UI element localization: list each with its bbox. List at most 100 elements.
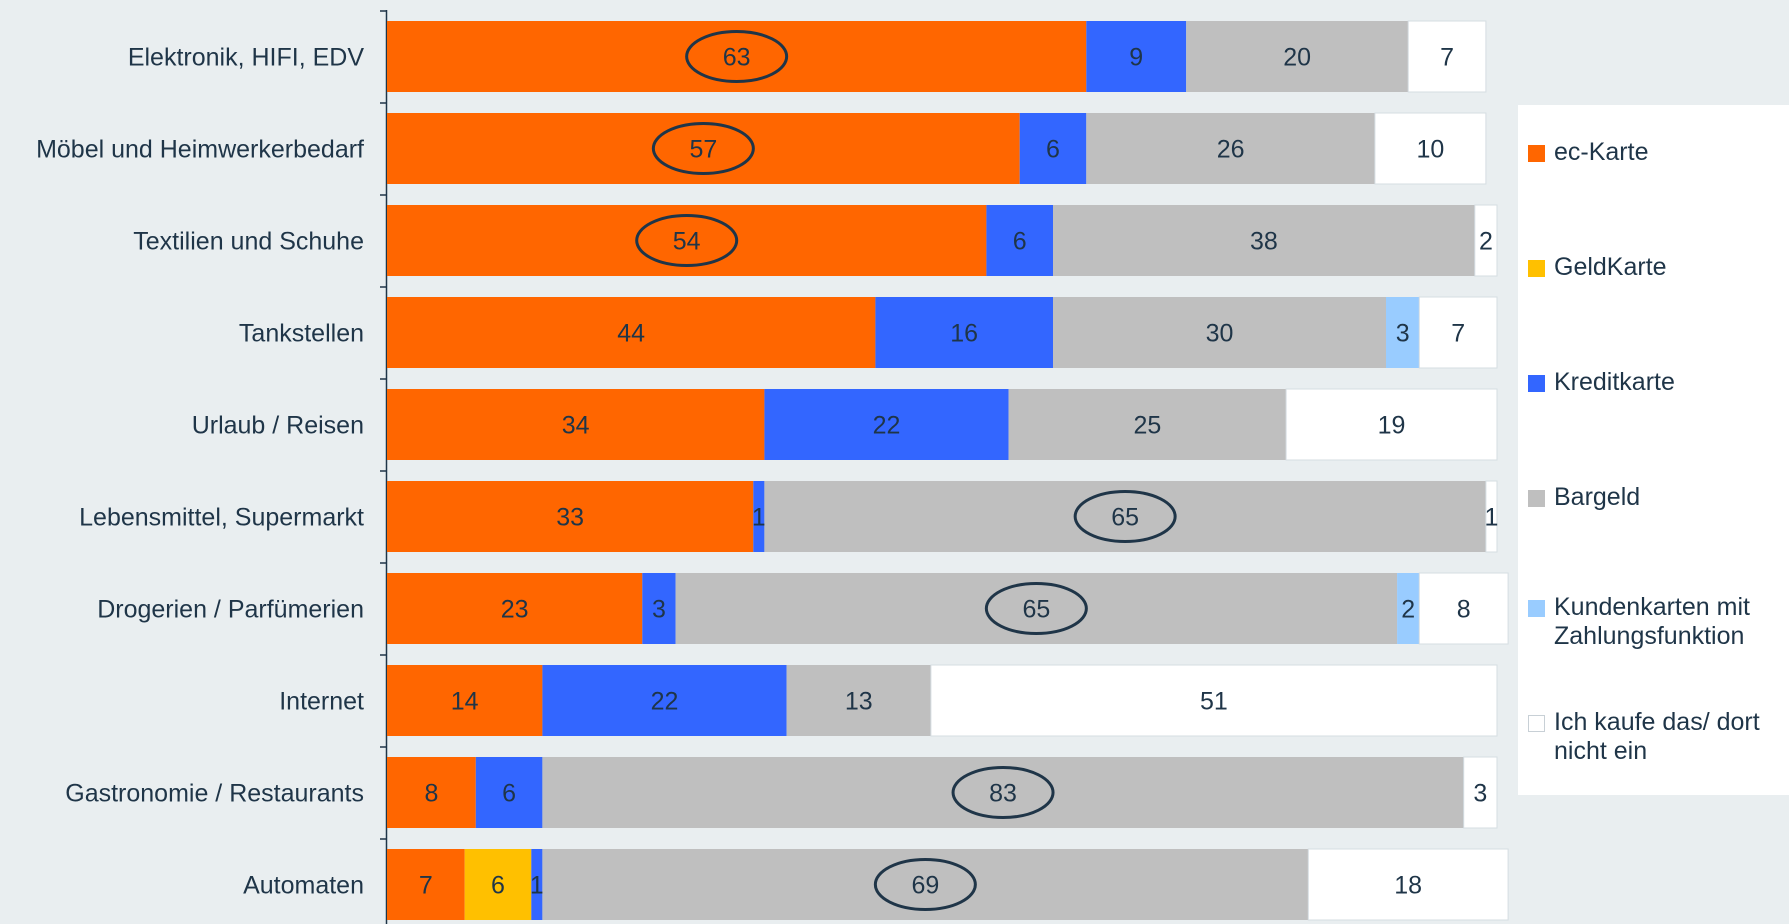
data-label: 7 bbox=[1440, 44, 1454, 72]
bar-segment bbox=[986, 205, 1053, 276]
data-label: 63 bbox=[723, 44, 751, 72]
data-label: 3 bbox=[1473, 780, 1487, 808]
data-label: 26 bbox=[1217, 136, 1245, 164]
data-label: 7 bbox=[1451, 320, 1465, 348]
data-label: 6 bbox=[1046, 136, 1060, 164]
bar-segment bbox=[1463, 756, 1498, 829]
category-label: Tankstellen bbox=[239, 320, 364, 348]
category-label: Lebensmittel, Supermarkt bbox=[79, 504, 364, 532]
legend-swatch bbox=[1528, 600, 1545, 617]
data-label: 25 bbox=[1133, 412, 1161, 440]
bar-segment bbox=[475, 757, 543, 828]
bar-segment bbox=[387, 389, 765, 460]
legend-swatch bbox=[1528, 260, 1545, 277]
bar-segment bbox=[387, 665, 543, 736]
legend-label: Bargeld bbox=[1554, 483, 1641, 511]
legend-swatch bbox=[1528, 145, 1545, 162]
bar-segment bbox=[875, 297, 1053, 368]
data-label: 6 bbox=[502, 780, 516, 808]
legend-swatch bbox=[1528, 490, 1545, 507]
data-label: 83 bbox=[989, 780, 1017, 808]
legend-label: Ich kaufe das/ dort nicht ein bbox=[1554, 708, 1760, 765]
data-label: 22 bbox=[873, 412, 901, 440]
bar-segment bbox=[1008, 389, 1287, 460]
highlight-ring bbox=[984, 582, 1088, 635]
data-label: 3 bbox=[1396, 320, 1410, 348]
bar-segment bbox=[1397, 573, 1420, 644]
bar-segment bbox=[753, 481, 765, 552]
data-label: 9 bbox=[1129, 44, 1143, 72]
bar-segment bbox=[1485, 480, 1498, 553]
bar-segment bbox=[1307, 848, 1509, 921]
data-label: 3 bbox=[652, 596, 666, 624]
data-label: 8 bbox=[424, 780, 438, 808]
legend-label: Kundenkarten mit Zahlungsfunktion bbox=[1554, 593, 1750, 650]
highlight-ring bbox=[951, 766, 1055, 819]
data-label: 8 bbox=[1457, 596, 1471, 624]
legend-swatch bbox=[1528, 375, 1545, 392]
bar-segment bbox=[531, 849, 543, 920]
bar-segment bbox=[387, 481, 754, 552]
data-label: 18 bbox=[1394, 872, 1422, 900]
data-label: 30 bbox=[1206, 320, 1234, 348]
data-label: 54 bbox=[673, 228, 701, 256]
data-label: 13 bbox=[845, 688, 873, 716]
bar-segment bbox=[1418, 296, 1498, 369]
data-label: 23 bbox=[501, 596, 529, 624]
data-label: 44 bbox=[617, 320, 645, 348]
data-label: 33 bbox=[556, 504, 584, 532]
data-label: 6 bbox=[1013, 228, 1027, 256]
bar-segment bbox=[1374, 112, 1487, 185]
highlight-ring bbox=[873, 858, 977, 911]
data-label: 38 bbox=[1250, 228, 1278, 256]
legend-label: GeldKarte bbox=[1554, 253, 1667, 281]
data-label: 7 bbox=[419, 872, 433, 900]
category-label: Automaten bbox=[243, 872, 364, 900]
category-label: Drogerien / Parfümerien bbox=[97, 596, 364, 624]
legend-swatch bbox=[1528, 715, 1545, 732]
category-label: Möbel und Heimwerkerbedarf bbox=[36, 136, 364, 164]
highlight-ring bbox=[635, 214, 739, 267]
bar-segment bbox=[542, 665, 787, 736]
bar-segment bbox=[764, 389, 1009, 460]
data-label: 20 bbox=[1283, 44, 1311, 72]
bar-segment bbox=[387, 297, 876, 368]
data-label: 1 bbox=[530, 872, 544, 900]
data-label: 34 bbox=[562, 412, 590, 440]
data-label: 16 bbox=[950, 320, 978, 348]
bar-segment bbox=[1407, 20, 1487, 93]
highlight-ring bbox=[651, 122, 755, 175]
category-label: Gastronomie / Restaurants bbox=[65, 780, 364, 808]
category-label: Internet bbox=[279, 688, 364, 716]
bar-segment bbox=[387, 849, 465, 920]
data-label: 65 bbox=[1111, 504, 1139, 532]
data-label: 2 bbox=[1479, 228, 1493, 256]
bar-segment bbox=[1186, 21, 1409, 92]
bar-segment bbox=[1418, 572, 1509, 645]
bar-segment bbox=[1285, 388, 1498, 461]
bar-segment bbox=[1086, 21, 1187, 92]
data-label: 1 bbox=[1484, 504, 1498, 532]
data-label: 22 bbox=[651, 688, 679, 716]
data-label: 57 bbox=[689, 136, 717, 164]
data-label: 6 bbox=[491, 872, 505, 900]
highlight-ring bbox=[685, 30, 789, 83]
bar-segment bbox=[387, 757, 476, 828]
legend-label: ec-Karte bbox=[1554, 138, 1649, 166]
data-label: 1 bbox=[752, 504, 766, 532]
category-label: Textilien und Schuhe bbox=[133, 228, 364, 256]
data-label: 69 bbox=[911, 872, 939, 900]
bar-segment bbox=[642, 573, 676, 644]
data-label: 65 bbox=[1022, 596, 1050, 624]
data-label: 2 bbox=[1401, 596, 1415, 624]
bar-segment bbox=[1474, 204, 1498, 277]
bar-segment bbox=[1053, 297, 1386, 368]
bar-segment bbox=[464, 849, 532, 920]
data-label: 14 bbox=[451, 688, 479, 716]
bar-segment bbox=[930, 664, 1498, 737]
data-label: 51 bbox=[1200, 688, 1228, 716]
data-label: 10 bbox=[1416, 136, 1444, 164]
legend-label: Kreditkarte bbox=[1554, 368, 1675, 396]
